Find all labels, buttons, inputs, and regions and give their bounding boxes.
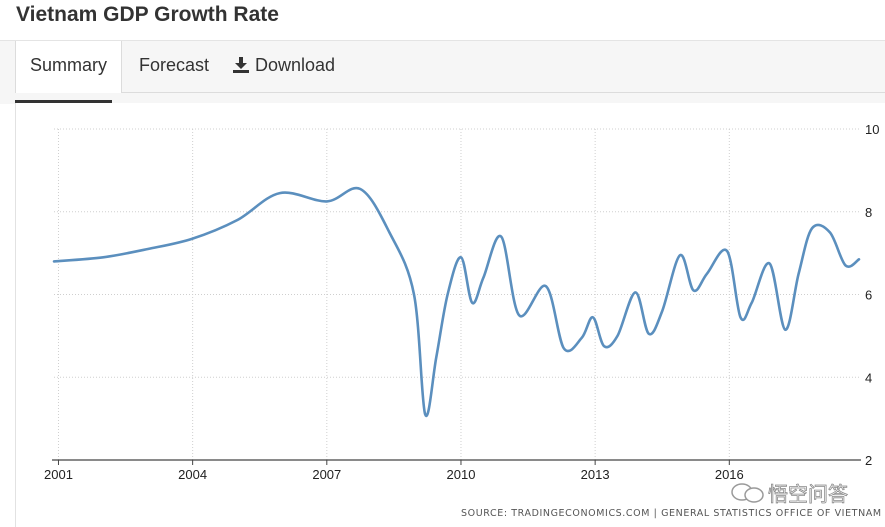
y-tick-label-8: 8 [865, 205, 872, 220]
y-tick-label-6: 6 [865, 288, 872, 303]
x-tick-label-2016: 2016 [715, 467, 744, 482]
source-note: SOURCE: TRADINGECONOMICS.COM | GENERAL S… [461, 508, 882, 519]
tab-bar: Summary Forecast Download [0, 40, 885, 104]
tab-bar-divider [15, 92, 885, 93]
chart-area: 10 8 6 4 2 2001 2004 2007 2010 2013 2016 SOURCE: T… [15, 103, 885, 527]
axis-layer: 10 8 6 4 2 2001 2004 2007 2010 2013 2016 [44, 122, 879, 482]
download-label: Download [255, 55, 336, 75]
page-title: Vietnam GDP Growth Rate [16, 3, 279, 26]
watermark: 悟空问答 [731, 482, 848, 506]
series-line-0 [52, 186, 861, 418]
y-tick-label-2: 2 [865, 453, 872, 468]
y-tick-label-10: 10 [865, 122, 879, 137]
x-tick-label-2001: 2001 [44, 467, 73, 482]
tab-summary[interactable]: Summary [15, 41, 122, 93]
x-tick-label-2010: 2010 [447, 467, 476, 482]
x-tick-label-2007: 2007 [312, 467, 341, 482]
tab-forecast[interactable]: Forecast [139, 55, 210, 75]
tab-summary-active-indicator [15, 100, 112, 103]
chat-bubble-icon [731, 483, 764, 503]
x-tick-label-2013: 2013 [581, 467, 610, 482]
tab-download[interactable]: Download [232, 41, 335, 89]
download-icon [233, 57, 249, 73]
series-layer [52, 186, 861, 418]
watermark-text: 悟空问答 [768, 482, 848, 506]
x-tick-label-2004: 2004 [178, 467, 207, 482]
gdp-growth-chart: 10 8 6 4 2 2001 2004 2007 2010 2013 2016 SOURCE: T… [44, 122, 882, 519]
grid-layer [54, 128, 859, 460]
y-tick-label-4: 4 [865, 370, 872, 385]
